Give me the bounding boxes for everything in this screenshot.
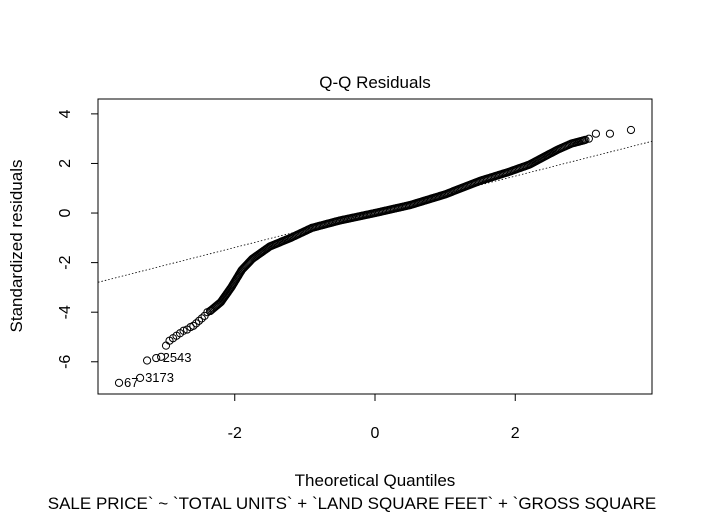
point-label: 2543 [163, 350, 192, 365]
data-point [161, 341, 171, 350]
y-tick-label: -6 [57, 355, 74, 369]
data-point [179, 326, 188, 335]
data-point [192, 319, 201, 328]
data-point [157, 352, 166, 361]
y-axis: -6 -4 -2 0 2 4 [57, 109, 99, 369]
data-point [194, 316, 204, 325]
data-point [114, 378, 124, 387]
y-tick-label: 0 [57, 208, 74, 217]
x-axis-label: Theoretical Quantiles [295, 471, 456, 490]
y-axis-label: Standardized residuals [7, 160, 26, 333]
x-tick-label: 2 [511, 425, 520, 442]
x-tick-label: 0 [371, 425, 380, 442]
data-point [189, 321, 198, 330]
point-label: 3173 [145, 370, 174, 385]
data-point [584, 134, 593, 143]
data-point [206, 306, 215, 316]
x-axis: -2 0 2 [228, 393, 520, 442]
data-point [605, 129, 615, 138]
data-point [591, 129, 600, 138]
data-point [581, 135, 590, 145]
chart-title: Q-Q Residuals [319, 73, 430, 92]
y-tick-label: -4 [57, 305, 74, 319]
point-label: 67 [124, 375, 138, 390]
qq-reference-line [98, 140, 652, 283]
y-tick-label: 4 [57, 109, 74, 118]
data-point [142, 356, 152, 365]
reference-line-group [98, 140, 652, 283]
model-formula: SALE PRICE` ~ `TOTAL UNITS` + `LAND SQUA… [48, 494, 657, 513]
points-group [114, 125, 636, 387]
point-labels-group: 67 3173 2543 [124, 350, 191, 390]
y-tick-label: -2 [57, 255, 74, 269]
data-point [626, 125, 636, 135]
data-point [152, 353, 161, 363]
y-tick-label: 2 [57, 159, 74, 168]
data-point [197, 314, 206, 323]
data-point [135, 373, 145, 382]
x-tick-label: -2 [228, 425, 242, 442]
